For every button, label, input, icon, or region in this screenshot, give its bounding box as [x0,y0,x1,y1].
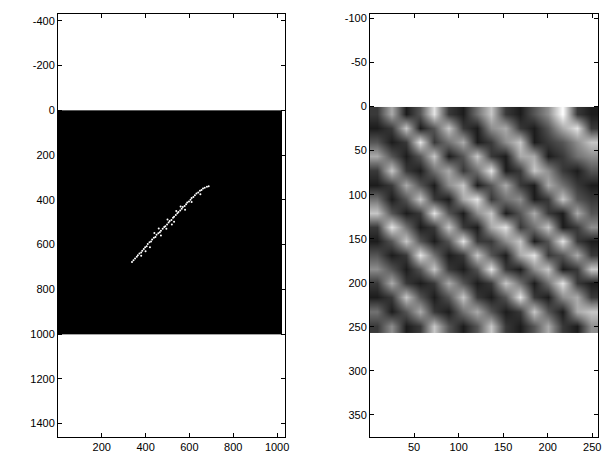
svg-text:1400: 1400 [30,417,54,429]
svg-text:200: 200 [539,441,557,453]
svg-text:-200: -200 [33,59,55,71]
svg-text:150: 150 [348,233,366,245]
svg-text:50: 50 [408,441,420,453]
svg-text:1000: 1000 [30,328,54,340]
svg-text:-50: -50 [351,56,367,68]
svg-text:300: 300 [348,365,366,377]
svg-text:800: 800 [224,441,242,453]
svg-text:1200: 1200 [30,373,54,385]
svg-text:400: 400 [36,194,54,206]
svg-text:200: 200 [36,149,54,161]
svg-text:50: 50 [355,144,367,156]
svg-text:200: 200 [348,277,366,289]
svg-text:0: 0 [361,100,367,112]
svg-text:800: 800 [36,283,54,295]
svg-text:100: 100 [449,441,467,453]
svg-text:350: 350 [348,409,366,421]
svg-text:1000: 1000 [265,441,289,453]
svg-text:-100: -100 [345,12,367,24]
svg-text:200: 200 [93,441,111,453]
svg-text:150: 150 [494,441,512,453]
svg-text:0: 0 [49,104,55,116]
svg-text:250: 250 [583,441,601,453]
svg-text:400: 400 [136,441,154,453]
svg-text:250: 250 [348,321,366,333]
svg-text:600: 600 [36,238,54,250]
svg-text:-400: -400 [33,15,55,27]
svg-text:600: 600 [180,441,198,453]
svg-text:100: 100 [348,189,366,201]
